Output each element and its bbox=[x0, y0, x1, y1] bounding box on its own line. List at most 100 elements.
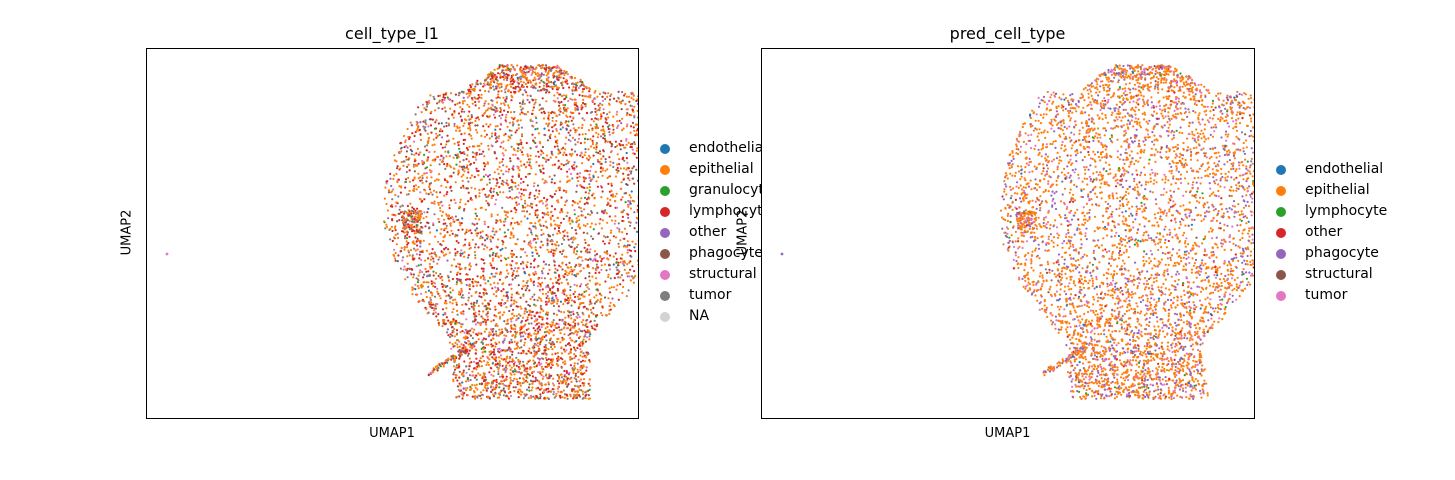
data-point bbox=[470, 302, 473, 305]
data-point bbox=[561, 210, 564, 213]
data-point bbox=[473, 175, 476, 179]
data-point bbox=[617, 96, 620, 99]
data-point bbox=[583, 238, 586, 241]
data-point bbox=[445, 193, 448, 196]
data-point bbox=[608, 98, 612, 101]
data-point bbox=[509, 80, 512, 83]
data-point bbox=[545, 74, 548, 77]
data-point bbox=[522, 364, 526, 367]
data-point bbox=[470, 387, 473, 390]
data-point bbox=[534, 73, 537, 76]
data-point bbox=[604, 139, 607, 142]
data-point bbox=[545, 292, 548, 295]
data-point bbox=[559, 110, 562, 113]
data-point bbox=[514, 181, 517, 185]
data-point bbox=[554, 324, 557, 327]
data-point bbox=[450, 175, 453, 178]
data-point bbox=[553, 208, 557, 211]
data-point bbox=[409, 202, 412, 205]
data-point bbox=[591, 237, 594, 240]
data-point bbox=[583, 119, 586, 122]
data-point bbox=[399, 142, 402, 145]
data-point bbox=[542, 391, 546, 394]
data-point bbox=[523, 366, 526, 369]
data-point bbox=[551, 353, 554, 356]
data-point bbox=[443, 227, 446, 231]
data-point bbox=[565, 110, 568, 113]
data-point bbox=[609, 239, 612, 242]
data-point bbox=[508, 190, 511, 193]
data-point bbox=[585, 369, 588, 372]
data-point bbox=[489, 235, 493, 238]
data-point bbox=[429, 265, 432, 268]
data-point bbox=[615, 261, 618, 264]
data-point bbox=[544, 383, 547, 386]
data-point bbox=[471, 121, 474, 124]
data-point bbox=[453, 371, 456, 374]
data-point bbox=[419, 133, 422, 136]
data-point bbox=[538, 89, 541, 92]
data-point bbox=[581, 359, 585, 362]
data-point bbox=[599, 170, 602, 173]
data-point bbox=[531, 99, 534, 102]
data-point bbox=[414, 288, 417, 291]
data-point bbox=[550, 363, 554, 366]
data-point bbox=[564, 142, 567, 145]
data-point bbox=[560, 352, 564, 355]
data-point bbox=[541, 384, 544, 387]
data-point bbox=[509, 231, 513, 234]
data-point bbox=[524, 166, 527, 169]
data-point bbox=[488, 137, 491, 140]
data-point bbox=[532, 380, 535, 383]
data-point bbox=[461, 381, 464, 384]
data-point bbox=[608, 268, 611, 271]
data-point bbox=[566, 343, 569, 346]
data-point bbox=[541, 288, 544, 291]
data-point bbox=[483, 262, 486, 265]
data-point bbox=[498, 328, 501, 331]
data-point bbox=[531, 295, 534, 298]
data-point bbox=[567, 99, 570, 103]
data-point bbox=[480, 382, 484, 385]
data-point bbox=[438, 99, 441, 102]
data-point bbox=[527, 327, 530, 330]
data-point bbox=[483, 82, 486, 85]
data-point bbox=[560, 221, 563, 224]
data-point bbox=[622, 172, 625, 175]
data-point bbox=[621, 215, 624, 218]
data-point bbox=[540, 339, 543, 342]
data-point bbox=[449, 333, 452, 336]
data-point bbox=[508, 384, 511, 387]
data-point bbox=[477, 174, 480, 177]
data-point bbox=[418, 271, 421, 274]
data-point bbox=[437, 292, 440, 295]
data-point bbox=[508, 341, 511, 344]
data-point bbox=[389, 172, 392, 175]
data-point bbox=[571, 273, 574, 276]
data-point bbox=[470, 294, 473, 298]
data-point bbox=[435, 178, 438, 181]
data-point bbox=[551, 119, 554, 122]
data-point bbox=[433, 143, 436, 146]
data-point bbox=[419, 245, 422, 248]
data-point bbox=[557, 357, 560, 360]
data-point bbox=[599, 256, 602, 259]
data-point bbox=[524, 289, 527, 292]
data-point bbox=[591, 141, 595, 144]
data-point bbox=[458, 140, 461, 144]
data-point bbox=[597, 151, 600, 154]
data-point bbox=[545, 339, 548, 342]
data-point bbox=[546, 242, 549, 245]
data-point bbox=[468, 349, 471, 352]
data-point bbox=[587, 382, 590, 385]
data-point bbox=[485, 363, 488, 366]
data-point bbox=[467, 168, 470, 171]
data-point bbox=[400, 185, 403, 188]
data-point bbox=[566, 231, 569, 234]
data-point bbox=[566, 327, 570, 330]
data-point bbox=[584, 277, 587, 280]
data-point bbox=[492, 328, 495, 331]
data-point bbox=[622, 279, 625, 282]
data-point bbox=[636, 259, 638, 262]
data-point bbox=[526, 279, 529, 283]
